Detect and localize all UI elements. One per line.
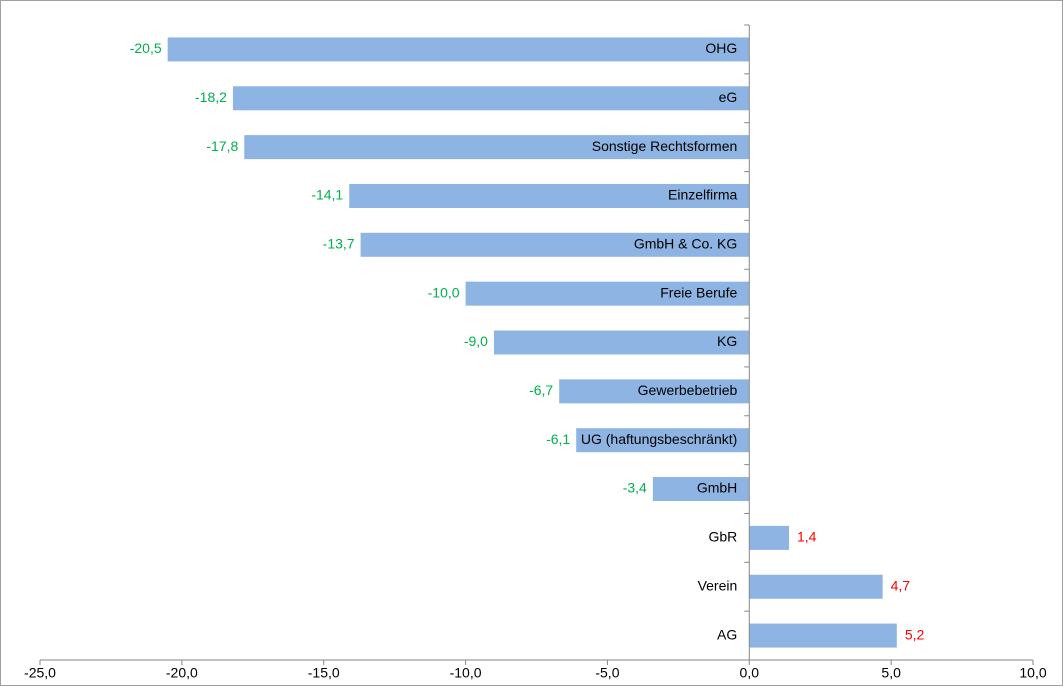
bar — [559, 379, 750, 404]
category-label: GmbH — [697, 480, 737, 496]
category-label: eG — [719, 89, 738, 105]
bar — [749, 574, 883, 599]
bar — [465, 281, 750, 306]
value-label: 5,2 — [905, 626, 925, 642]
bar — [749, 623, 897, 648]
category-label: KG — [717, 333, 737, 349]
bar — [244, 135, 750, 160]
x-tick-label: 0,0 — [740, 665, 760, 681]
value-label: -20,5 — [130, 40, 162, 56]
category-label: GbR — [708, 529, 737, 545]
x-tick-label: 10,0 — [1019, 665, 1046, 681]
x-tick-label: -10,0 — [450, 665, 482, 681]
value-label: -6,1 — [546, 431, 570, 447]
category-label: AG — [717, 626, 737, 642]
bar — [652, 477, 750, 502]
category-label: GmbH & Co. KG — [634, 236, 737, 252]
category-label: Einzelfirma — [668, 187, 737, 203]
bar — [493, 330, 750, 355]
value-label: -9,0 — [464, 333, 488, 349]
x-tick-label: -5,0 — [595, 665, 619, 681]
category-label: Verein — [698, 577, 738, 593]
x-tick-label: 5,0 — [881, 665, 901, 681]
bar — [576, 428, 750, 453]
value-label: -10,0 — [428, 284, 460, 300]
bar — [360, 232, 750, 257]
category-label: Gewerbebetrieb — [638, 382, 738, 398]
category-label: Freie Berufe — [660, 284, 737, 300]
category-label: UG (haftungsbeschränkt) — [581, 431, 737, 447]
bar — [749, 525, 790, 550]
bar — [167, 37, 750, 62]
value-label: 4,7 — [891, 577, 911, 593]
value-label: -18,2 — [195, 89, 227, 105]
x-tick-label: -15,0 — [308, 665, 340, 681]
bar — [349, 183, 750, 208]
value-label: -6,7 — [529, 382, 553, 398]
value-label: -17,8 — [206, 138, 238, 154]
bar — [232, 86, 750, 111]
value-label: -3,4 — [623, 480, 647, 496]
category-label: Sonstige Rechtsformen — [592, 138, 738, 154]
value-label: -13,7 — [323, 236, 355, 252]
x-tick-label: -20,0 — [166, 665, 198, 681]
value-label: 1,4 — [797, 529, 817, 545]
x-tick-label: -25,0 — [24, 665, 56, 681]
category-label: OHG — [705, 40, 737, 56]
value-label: -14,1 — [311, 187, 343, 203]
